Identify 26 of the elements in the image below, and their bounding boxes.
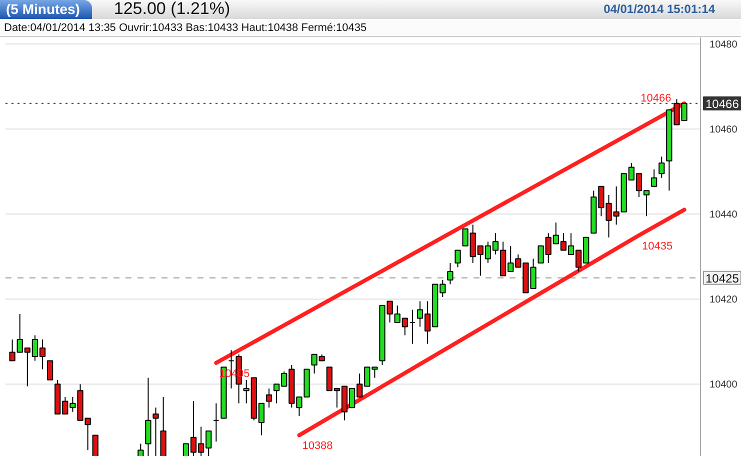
data-label: 10388 [302,440,333,452]
candlestick [145,377,152,456]
chart-subtitle: Date:04/01/2014 13:35 Ouvrir:10433 Bas:10433 Haut:10438 Fermé:10435 [0,20,741,37]
candlestick [213,402,220,442]
candlestick [92,434,98,456]
candlestick [409,309,416,344]
candlestick [447,262,454,285]
candlestick [266,388,272,408]
candlestick [46,360,54,380]
ref-line-label: 10425 [706,271,740,286]
y-tick-label: 10460 [710,124,738,136]
y-tick-label: 10440 [710,210,738,221]
candlestick [658,156,665,178]
data-label: 10466 [640,92,672,104]
y-tick-label: 10400 [710,380,738,391]
chart-title: (5 Minutes) [0,0,92,19]
y-tick-label: 10480 [710,39,738,50]
candlestick [138,443,144,456]
candlestick [152,407,159,456]
ref-line-label: 10466 [706,96,740,111]
data-label: 10435 [642,240,673,252]
candlestick [651,168,658,187]
text: 04/01/2014 15:01:14 [604,0,715,18]
text: 125.00 (1.21%) [114,0,230,20]
y-tick-label: 10420 [710,294,738,306]
candlestick [454,250,461,268]
